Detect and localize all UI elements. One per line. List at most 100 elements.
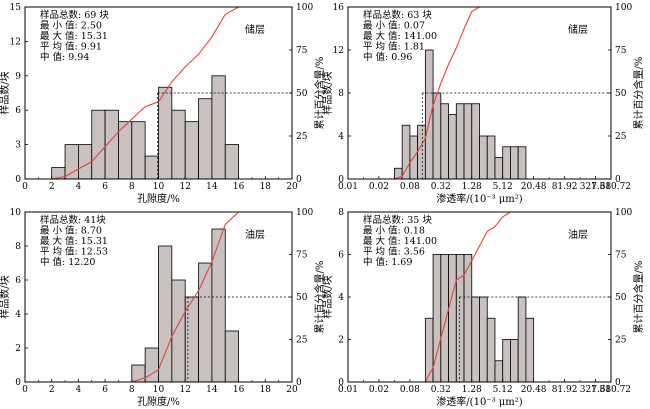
- layer-label: 储层: [245, 23, 265, 36]
- histogram-bar: [424, 317, 434, 383]
- y2-tick-label: 25: [615, 132, 627, 142]
- y-axis-label: 样品数/块: [0, 275, 11, 318]
- x-tick-label: 81.92: [552, 385, 578, 395]
- x-tick-label: 0.32: [431, 182, 451, 192]
- histogram-bar: [198, 98, 213, 180]
- x-tick-label: 20.48: [521, 385, 547, 395]
- chart-panel-4: 0.01 0.02 0.08 0.32 1.28 5.12 20.48 81.92 327.68…: [321, 208, 645, 408]
- histogram-bar: [432, 92, 442, 180]
- x-tick-label: 327.68: [580, 385, 612, 395]
- x-tick-label: 18: [260, 385, 272, 395]
- stat-line: 最 小 值: 0.18: [363, 225, 425, 237]
- histogram-bar: [525, 317, 535, 383]
- x-axis-label: 渗透率/(10⁻³ μm²): [436, 192, 522, 205]
- x-tick-label: 0: [22, 385, 28, 395]
- x-tick-label: 18: [260, 182, 272, 192]
- stat-line: 中 值: 9.94: [40, 51, 89, 63]
- histogram-bar: [471, 296, 480, 383]
- stat-line: 样品总数: 69 块: [40, 9, 109, 21]
- y2-tick-label: 0: [615, 175, 621, 185]
- cumulative-curve: [25, 6, 239, 180]
- y-tick-label: 10: [10, 208, 22, 218]
- y-tick-label: 6: [338, 251, 344, 261]
- x-tick-label: 0.01: [338, 385, 358, 395]
- y-axis-label: 样品数/块: [0, 71, 11, 114]
- x-axis-label: 孔隙度/%: [137, 395, 180, 408]
- y-tick-label: 0: [338, 378, 344, 388]
- y2-tick-label: 75: [615, 251, 627, 261]
- y-tick-label: 8: [338, 89, 344, 99]
- x-tick-label: 14: [206, 182, 218, 192]
- y2-tick-label: 50: [615, 89, 627, 99]
- x-tick-label: 6: [102, 182, 108, 192]
- histogram-bar: [479, 296, 488, 383]
- y2-tick-label: 100: [296, 3, 313, 13]
- stat-line: 平 均 值: 1.81: [363, 41, 425, 53]
- histogram-bar: [486, 135, 496, 180]
- y2-tick-label: 75: [296, 251, 308, 261]
- x-tick-label: 20: [286, 182, 298, 192]
- histogram-bar: [224, 330, 240, 383]
- histogram-bar: [510, 339, 519, 383]
- y2-axis-label: 累计百分含量/%: [313, 57, 326, 130]
- x-tick-label: 10: [153, 182, 165, 192]
- x-tick-label: 1 310.72: [591, 182, 631, 192]
- histogram-bar: [494, 157, 504, 180]
- y-tick-label: 4: [15, 310, 21, 320]
- histogram-bar: [211, 228, 226, 383]
- y2-tick-label: 25: [615, 336, 627, 346]
- y-axis-label: 样品数/块: [321, 71, 334, 114]
- chart-panel-1: 0 2 4 6 8 10 12 14 16 18 20036912150255075100孔隙度/%…: [0, 3, 326, 205]
- y2-tick-label: 75: [296, 46, 308, 56]
- y2-axis-label: 累计百分含量/%: [313, 261, 326, 334]
- x-tick-label: 1.28: [462, 385, 482, 395]
- x-tick-label: 12: [179, 385, 190, 395]
- histogram-bar: [198, 262, 213, 383]
- histogram-bar: [78, 144, 93, 180]
- histogram-bar: [158, 86, 173, 180]
- x-axis-label: 孔隙度/%: [137, 192, 180, 205]
- chart-panel-3: 0 2 4 6 8 10 12 14 16 18 2002468100255075100孔隙度/%样…: [0, 208, 326, 408]
- y2-axis-label: 累计百分含量/%: [632, 57, 645, 130]
- stat-line: 样品总数: 41块: [40, 214, 106, 226]
- y2-tick-label: 50: [615, 293, 627, 303]
- y-tick-label: 8: [15, 242, 21, 252]
- x-tick-label: 0.01: [338, 182, 358, 192]
- x-tick-label: 2: [49, 385, 55, 395]
- stat-line: 最 小 值: 8.70: [40, 225, 102, 237]
- x-tick-label: 6: [102, 385, 108, 395]
- histogram-bar: [517, 146, 527, 180]
- x-tick-label: 12: [179, 182, 190, 192]
- histogram-bar: [448, 114, 457, 180]
- histogram-bar: [440, 254, 449, 383]
- histogram-bar: [417, 124, 426, 180]
- y2-tick-label: 50: [296, 293, 308, 303]
- layer-label: 油层: [568, 228, 588, 241]
- stat-line: 中 值: 1.69: [363, 256, 412, 268]
- y-tick-label: 3: [15, 141, 21, 151]
- y-tick-label: 2: [15, 344, 21, 354]
- histogram-bar: [463, 103, 473, 180]
- x-tick-label: 1.28: [462, 182, 482, 192]
- histogram-bar: [91, 109, 106, 180]
- histogram-bar: [455, 254, 465, 383]
- x-tick-label: 20.48: [521, 182, 547, 192]
- histogram-bar: [502, 339, 511, 383]
- x-axis-label: 渗透率/(10⁻³ μm²): [436, 395, 522, 408]
- y-tick-label: 12: [333, 46, 344, 56]
- y-tick-label: 4: [338, 132, 344, 142]
- histogram-bar: [401, 124, 411, 180]
- x-tick-label: 5.12: [493, 182, 513, 192]
- histogram-bar: [171, 109, 186, 180]
- x-tick-label: 16: [233, 385, 245, 395]
- stat-line: 平 均 值: 3.56: [363, 246, 425, 258]
- x-tick-label: 10: [153, 385, 165, 395]
- x-tick-label: 2: [49, 182, 55, 192]
- stat-line: 平 均 值: 9.91: [40, 41, 102, 53]
- y2-tick-label: 50: [296, 89, 308, 99]
- y2-tick-label: 0: [296, 175, 302, 185]
- histogram-bar: [131, 121, 146, 180]
- stat-line: 样品总数: 63 块: [363, 9, 432, 21]
- y-tick-label: 0: [15, 175, 21, 185]
- x-tick-label: 4: [76, 385, 82, 395]
